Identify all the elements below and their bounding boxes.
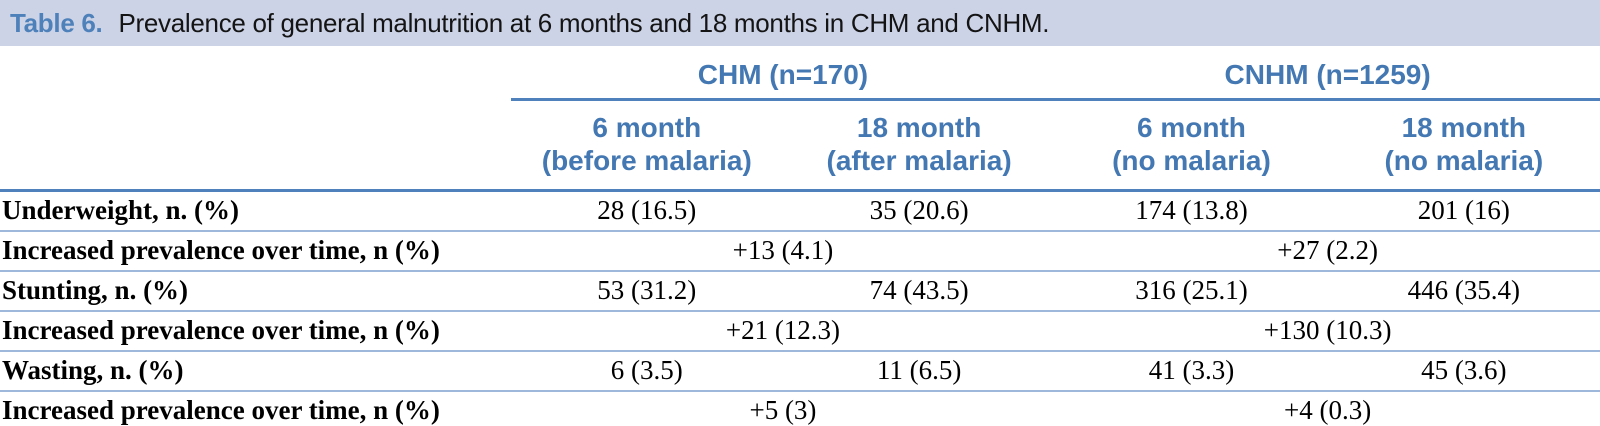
table-caption-label: Table 6. [10,7,103,38]
cell-chm-increase: +13 (4.1) [510,230,1056,272]
subheader-line1: 6 month [592,112,702,143]
group-header-cnhm: CNHM (n=1259) [1055,54,1600,101]
table-row-increase-stunting: Increased prevalence over time, n (%) +2… [0,310,1600,352]
group-header-chm: CHM (n=170) [510,54,1056,101]
subheader-chm-18month: 18 month (after malaria) [782,99,1056,193]
cell-chm-6month: 6 (3.5) [510,350,783,392]
corner-cell [0,99,511,193]
subheader-line1: 6 month [1137,112,1246,143]
subheader-chm-6month: 6 month (before malaria) [510,99,783,193]
cell-cnhm-increase: +130 (10.3) [1055,310,1600,352]
corner-cell [0,54,511,100]
row-label: Underweight, n. (%) [2,195,239,226]
row-label: Wasting, n. (%) [0,350,511,392]
subheader-line2: (before malaria) [541,145,752,177]
subheader-row: 6 month (before malaria) 18 month (after… [0,99,1600,193]
cell-cnhm-18month: 201 (16) [1417,195,1510,226]
group-header-row: CHM (n=170) CNHM (n=1259) [0,54,1600,101]
subheader-cnhm-6month: 6 month (no malaria) [1055,99,1328,193]
cell-cnhm-18month: 45 (3.6) [1327,350,1600,392]
cell-cnhm-18month: 446 (35.4) [1327,270,1600,312]
subheader-line2: (no malaria) [1112,145,1271,177]
cell-cnhm-6month: 316 (25.1) [1055,270,1328,312]
cell-cnhm-increase: +4 (0.3) [1055,390,1600,426]
row-label: Increased prevalence over time, n (%) [0,390,511,426]
table-row-stunting: Stunting, n. (%) 53 (31.2) 74 (43.5) 316… [0,270,1600,312]
subheader-line1: 18 month [856,112,982,143]
row-label: Increased prevalence over time, n (%) [0,310,511,352]
cell-chm-18month: 11 (6.5) [782,350,1056,392]
table-row-increase-underweight: Increased prevalence over time, n (%) +1… [0,230,1600,272]
cell-chm-18month: 74 (43.5) [782,270,1056,312]
cell-chm-18month: 35 (20.6) [869,195,969,226]
subheader-cnhm-18month: 18 month (no malaria) [1327,99,1600,193]
row-label: Increased prevalence over time, n (%) [0,230,511,272]
cell-cnhm-6month: 174 (13.8) [1135,195,1248,226]
table-caption: Table 6. Prevalence of general malnutrit… [0,0,1600,46]
cell-chm-increase: +5 (3) [510,390,1056,426]
subheader-line2: (after malaria) [826,145,1012,177]
table-row-wasting: Wasting, n. (%) 6 (3.5) 11 (6.5) 41 (3.3… [0,350,1600,392]
cell-cnhm-increase: +27 (2.2) [1055,230,1600,272]
cell-cnhm-6month: 41 (3.3) [1055,350,1328,392]
subheader-line2: (no malaria) [1384,145,1544,177]
table-row-underweight: Underweight, n. (%) 28 (16.5) 35 (20.6) … [0,191,1600,232]
table-caption-text: Prevalence of general malnutrition at 6 … [118,7,1050,38]
subheader-line1: 18 month [1401,112,1527,143]
malnutrition-table: CHM (n=170) CNHM (n=1259) 6 month (befor… [0,54,1600,426]
table-row-increase-wasting: Increased prevalence over time, n (%) +5… [0,390,1600,426]
cell-chm-6month: 28 (16.5) [597,195,697,226]
cell-chm-increase: +21 (12.3) [510,310,1056,352]
cell-chm-6month: 53 (31.2) [510,270,783,312]
row-label: Stunting, n. (%) [0,270,511,312]
